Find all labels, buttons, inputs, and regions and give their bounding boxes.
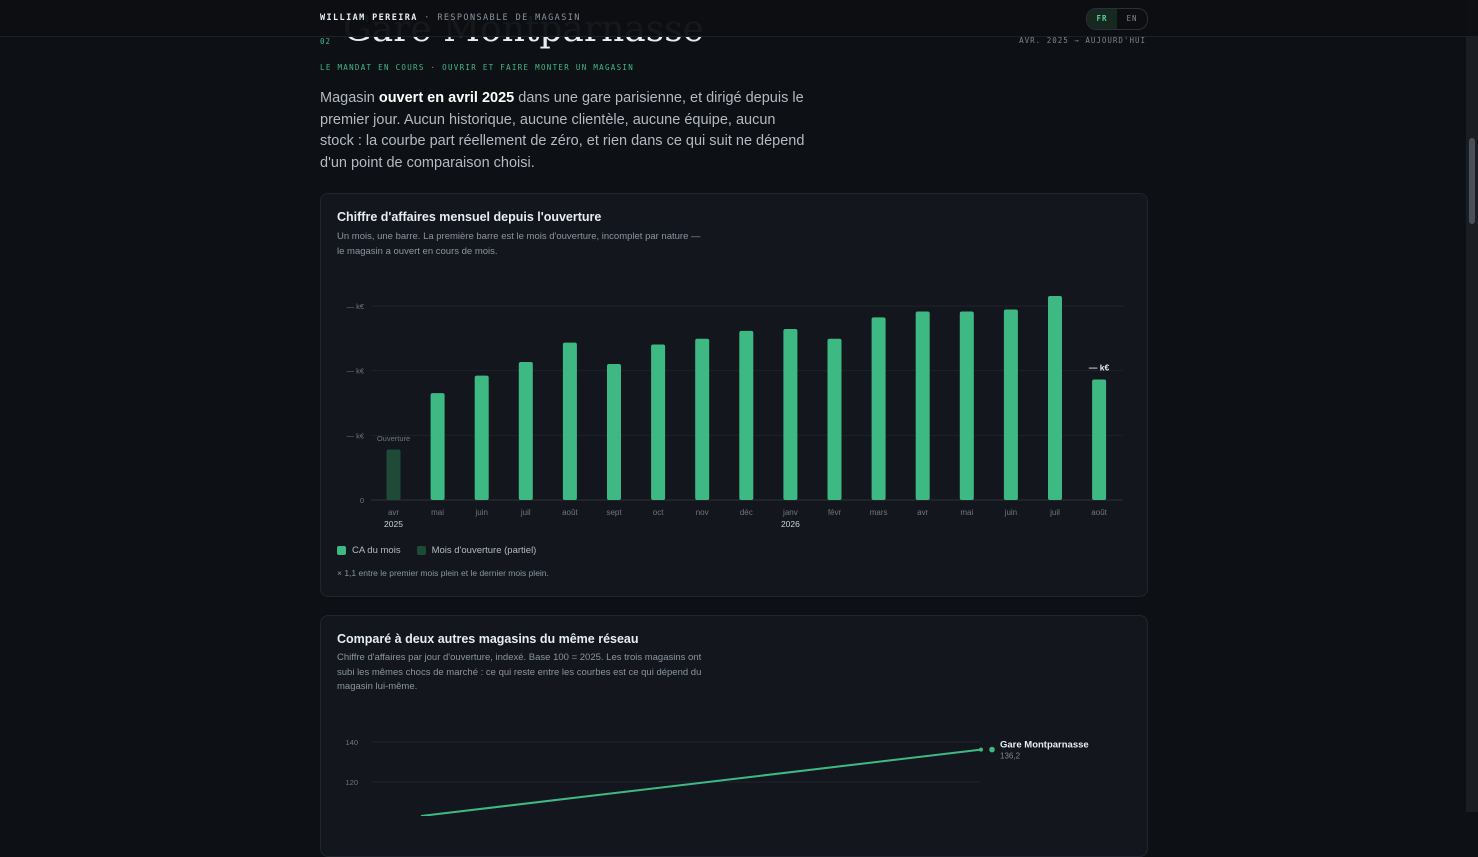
lang-en-button[interactable]: EN [1126, 14, 1138, 23]
legend-label-opening: Mois d'ouverture (partiel) [431, 545, 537, 556]
year-label: 2025 [384, 519, 403, 529]
x-tick-label: juil [520, 508, 531, 517]
revenue-bar [474, 375, 489, 500]
section-subtitle: LE MANDAT EN COURS · OUVRIR ET FAIRE MON… [320, 63, 635, 72]
legend-item-monthly: CA du mois [337, 545, 401, 556]
revenue-bar [915, 311, 930, 500]
legend-swatch-opening [416, 546, 426, 555]
legend-item-opening: Mois d'ouverture (partiel) [416, 545, 537, 556]
y-tick-label: 120 [345, 778, 358, 787]
x-tick-label: juin [1004, 508, 1017, 517]
scrollbar-thumb[interactable] [1469, 138, 1475, 224]
revenue-bar [518, 362, 533, 500]
revenue-bar [386, 449, 401, 500]
legend-label-monthly: CA du mois [352, 545, 401, 556]
brand-separator: · [424, 13, 431, 23]
legend-swatch-monthly [337, 546, 346, 555]
x-tick-label: janv [782, 508, 798, 517]
comparison-chart-title: Comparé à deux autres magasins du même r… [337, 632, 639, 646]
revenue-bar [607, 363, 621, 500]
top-bar: WILLIAM PEREIRA · RESPONSABLE DE MAGASIN… [0, 0, 1478, 37]
revenue-chart-title: Chiffre d'affaires mensuel depuis l'ouve… [337, 210, 602, 224]
series-label-marker [989, 746, 995, 753]
comparison-chart-card: Comparé à deux autres magasins du même r… [320, 615, 1148, 857]
x-tick-label: sept [606, 508, 622, 517]
brand[interactable]: WILLIAM PEREIRA · RESPONSABLE DE MAGASIN [320, 13, 581, 23]
y-tick-label: 0 [360, 496, 364, 505]
y-tick-label: — k€ [346, 431, 364, 440]
revenue-bar [959, 311, 974, 500]
x-tick-label: oct [653, 508, 664, 517]
x-tick-label: févr [828, 508, 842, 517]
intro-text-start: Magasin [320, 90, 379, 106]
revenue-bar [430, 393, 445, 500]
last-bar-value-label: — k€ [1089, 363, 1110, 373]
y-tick-label: — k€ [346, 367, 364, 376]
x-tick-label: août [562, 508, 578, 517]
revenue-bar-chart: 0 — k€ — k€ — k€ avr mai juin juil août sept oct no… [346, 295, 1123, 529]
opening-annotation: Ouverture [377, 434, 410, 443]
revenue-bar [1092, 379, 1107, 500]
revenue-chart-description: Un mois, une barre. La première barre es… [337, 231, 701, 257]
revenue-legend: CA du mois Mois d'ouverture (partiel) [337, 545, 536, 556]
comparison-chart-description: Chiffre d'affaires par jour d'ouverture,… [337, 652, 702, 692]
x-tick-label: déc [740, 508, 753, 517]
revenue-bar [739, 330, 754, 500]
y-tick-label: 140 [345, 738, 358, 747]
x-tick-label: juil [1049, 508, 1060, 517]
x-tick-label: mai [431, 508, 444, 517]
x-tick-label: août [1091, 508, 1107, 517]
x-tick-label: avr [388, 508, 399, 517]
series-name-label: Gare Montparnasse [1000, 740, 1089, 751]
revenue-bar [871, 317, 886, 500]
brand-role: RESPONSABLE DE MAGASIN [437, 13, 581, 23]
revenue-bar [562, 342, 577, 500]
brand-name: WILLIAM PEREIRA [320, 13, 418, 23]
language-switch: FR EN [1086, 8, 1148, 30]
series-line-gare-montparnasse [420, 748, 982, 816]
revenue-bar [1048, 295, 1062, 500]
intro-highlight: ouvert en avril 2025 [378, 90, 515, 106]
page-scrollbar[interactable] [1466, 0, 1478, 812]
series-end-point [979, 747, 983, 752]
lang-fr-button[interactable]: FR [1087, 9, 1117, 29]
revenue-bar [695, 338, 710, 500]
y-tick-label: — k€ [346, 302, 364, 311]
revenue-footnote: × 1,1 entre le premier mois plein et le … [337, 568, 549, 578]
year-label: 2026 [781, 519, 800, 529]
section-period: AVR. 2025 → AUJOURD'HUI [1019, 36, 1146, 45]
x-tick-label: mai [960, 508, 973, 517]
revenue-bar [783, 328, 798, 500]
x-tick-label: avr [917, 508, 928, 517]
series-end-value-label: 136,2 [1000, 752, 1021, 761]
revenue-bar [1003, 309, 1018, 500]
x-tick-label: mars [870, 508, 888, 517]
intro-text-end: dans une gare parisienne, et dirigé depu… [320, 90, 805, 171]
revenue-bar [827, 338, 842, 500]
x-tick-label: juin [474, 508, 487, 517]
section-number: 02 [320, 37, 332, 46]
revenue-bar [651, 344, 666, 500]
revenue-chart-card: Chiffre d'affaires mensuel depuis l'ouve… [320, 193, 1148, 597]
x-tick-label: nov [696, 508, 709, 517]
intro-paragraph: Magasin ouvert en avril 2025 dans une ga… [320, 88, 810, 174]
